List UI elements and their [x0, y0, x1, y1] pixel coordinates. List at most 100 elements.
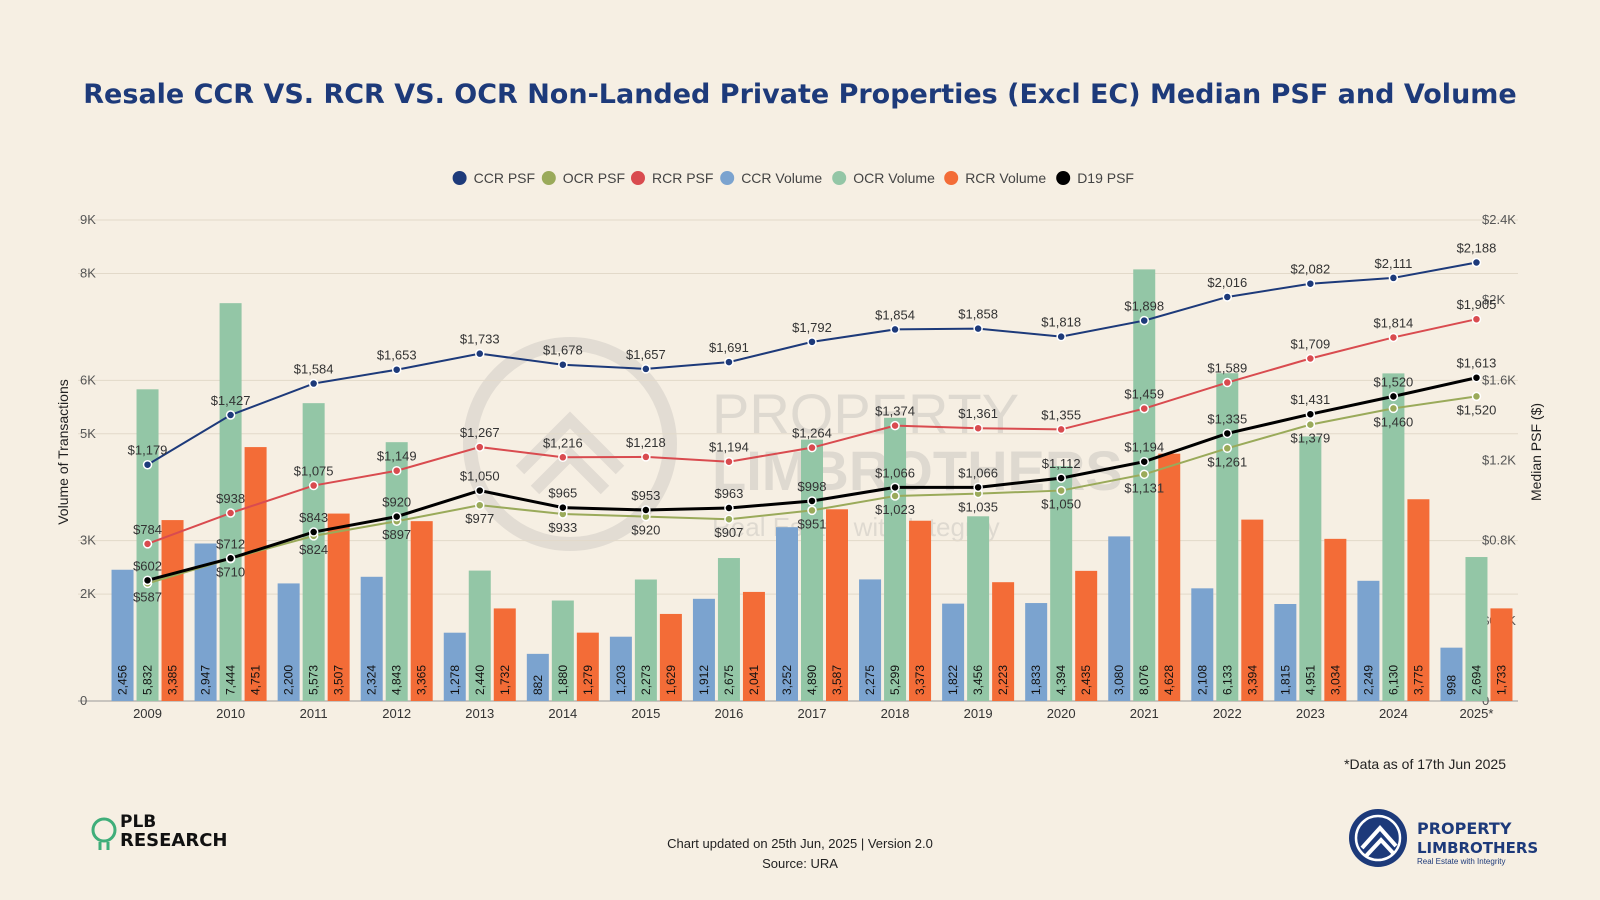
psf-value-label: $933 [548, 520, 577, 535]
point-d19-psf [308, 527, 319, 537]
x-category-label: 2014 [548, 706, 577, 721]
point-ocr-psf [1139, 469, 1149, 480]
point-d19-psf [1305, 409, 1316, 419]
x-category-label: 2023 [1296, 706, 1325, 721]
bar-ccr-volume [609, 636, 632, 701]
bar-ccr-volume [1191, 588, 1214, 701]
psf-value-label: $1,131 [1124, 480, 1164, 495]
point-rcr-psf [1388, 332, 1399, 343]
point-ccr-psf [558, 359, 568, 370]
point-ccr-psf [641, 364, 651, 374]
psf-value-label: $920 [631, 523, 660, 538]
point-rcr-psf [225, 508, 236, 518]
psf-value-label: $1,427 [211, 393, 251, 408]
bar-value-label: 5,832 [141, 665, 155, 695]
bar-ccr-volume [1025, 603, 1048, 701]
bar-ocr-volume [1299, 436, 1322, 701]
chart-updated: Chart updated on 25th Jun, 2025 | Versio… [667, 836, 933, 851]
x-category-label: 2011 [300, 706, 328, 721]
bar-ocr-volume [302, 403, 325, 701]
bar-rcr-volume [1241, 519, 1264, 701]
x-category-label: 2010 [216, 706, 245, 721]
point-d19-psf [807, 496, 817, 506]
bar-ocr-volume [219, 303, 242, 701]
psf-value-label: $1,584 [294, 362, 334, 377]
bar-ocr-volume [884, 417, 907, 701]
watermark-logo-icon [463, 337, 677, 551]
point-d19-psf [724, 503, 734, 513]
legend-item: CCR Volume [741, 170, 822, 186]
bulb-base-icon [98, 842, 110, 850]
point-d19-psf [391, 511, 402, 522]
psf-value-label: $998 [798, 479, 827, 494]
bar-rcr-volume [576, 632, 599, 701]
bar-value-label: 3,373 [913, 665, 927, 695]
bar-value-label: 3,034 [1328, 665, 1342, 695]
bar-value-label: 2,273 [639, 665, 653, 695]
psf-value-label: $602 [133, 558, 162, 573]
point-ccr-psf [1471, 257, 1482, 268]
point-ccr-psf [1388, 273, 1399, 283]
psf-value-label: $1,818 [1041, 315, 1081, 330]
psf-value-label: $907 [714, 525, 743, 540]
bar-ocr-volume [551, 600, 574, 701]
psf-value-label: $1,179 [128, 443, 168, 458]
point-ocr-psf [475, 500, 485, 510]
point-rcr-psf [1471, 314, 1482, 324]
psf-value-label: $2,082 [1290, 262, 1330, 277]
bar-ccr-volume [942, 603, 965, 701]
bar-value-label: 4,751 [249, 665, 263, 695]
bar-rcr-volume [659, 613, 682, 701]
psf-value-label: $1,678 [543, 343, 583, 358]
bar-value-label: 2,324 [365, 665, 379, 695]
y-left-tick-label: 0 [80, 693, 87, 708]
bar-ocr-volume [1382, 373, 1405, 701]
bar-value-label: 4,951 [1303, 665, 1317, 695]
y-left-tick-label: 5K [80, 426, 96, 441]
bar-value-label: 7,444 [224, 665, 238, 695]
bar-rcr-volume [1158, 453, 1181, 701]
bar-value-label: 1,880 [556, 665, 570, 695]
psf-value-label: $1,218 [626, 435, 666, 450]
point-rcr-psf [308, 480, 319, 491]
psf-value-label: $1,023 [875, 502, 915, 517]
point-rcr-psf [142, 539, 153, 549]
y-left-tick-label: 3K [80, 533, 96, 548]
point-d19-psf [890, 482, 900, 493]
point-ccr-psf [308, 378, 319, 389]
bar-value-label: 3,080 [1112, 665, 1126, 695]
psf-value-label: $587 [133, 589, 162, 604]
bar-value-label: 2,435 [1079, 665, 1093, 695]
psf-value-label: $2,016 [1207, 275, 1247, 290]
psf-value-label: $1,858 [958, 307, 998, 322]
bar-value-label: 6,133 [1220, 665, 1234, 695]
bar-value-label: 3,456 [971, 665, 985, 695]
psf-value-label: $1,520 [1374, 374, 1414, 389]
bar-ocr-volume [801, 439, 823, 701]
x-category-label: 2012 [382, 706, 411, 721]
x-category-label: 2016 [714, 706, 743, 721]
psf-value-label: $1,216 [543, 435, 583, 450]
point-d19-psf [1471, 372, 1482, 383]
psf-value-label: $1,066 [875, 465, 915, 480]
psf-value-label: $1,149 [377, 449, 417, 464]
psf-value-label: $1,613 [1457, 356, 1497, 371]
legend-marker [1056, 171, 1071, 185]
point-ocr-psf [1305, 419, 1316, 430]
bar-rcr-volume [992, 582, 1015, 701]
watermark-roof-icon [515, 411, 625, 495]
bar-value-label: 2,200 [282, 665, 296, 695]
bar-rcr-volume [742, 591, 765, 701]
bar-value-label: 3,365 [415, 665, 429, 695]
bar-value-label: 2,223 [996, 665, 1010, 695]
bar-value-label: 882 [531, 675, 545, 695]
point-rcr-psf [391, 465, 402, 476]
point-d19-psf [558, 502, 568, 513]
point-ccr-psf [1056, 331, 1066, 342]
bar-value-label: 3,385 [166, 665, 180, 695]
psf-value-label: $1,261 [1207, 454, 1247, 469]
bar-ccr-volume [1440, 647, 1463, 701]
bar-ccr-volume [859, 579, 882, 701]
psf-value-label: $953 [631, 488, 660, 503]
bar-value-label: 2,041 [747, 665, 761, 695]
